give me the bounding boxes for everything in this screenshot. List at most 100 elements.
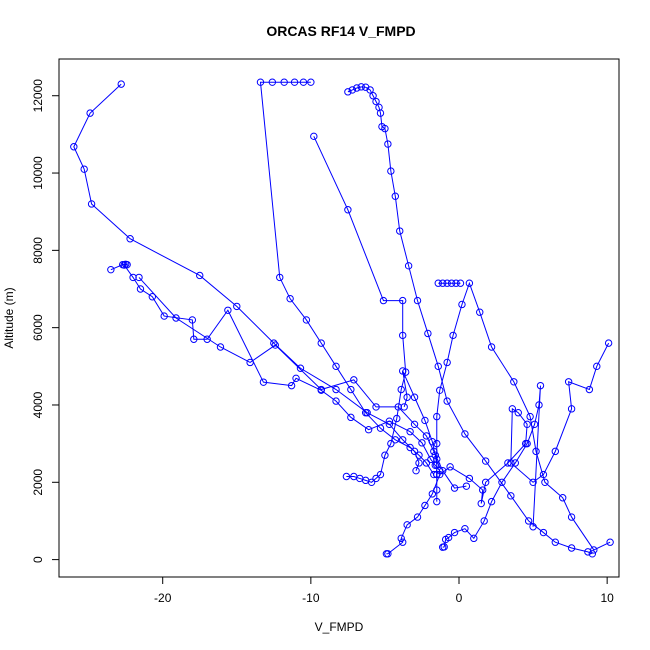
data-point xyxy=(443,397,451,405)
data-point xyxy=(403,521,411,529)
data-point xyxy=(410,420,419,429)
data-point xyxy=(433,412,441,421)
data-point xyxy=(332,362,340,371)
data-point xyxy=(410,447,419,456)
series-line xyxy=(138,277,467,489)
data-point xyxy=(415,459,423,467)
data-point xyxy=(387,439,395,448)
y-axis-label: Altitude (m) xyxy=(2,287,16,348)
data-point xyxy=(397,534,405,543)
data-point xyxy=(296,364,305,372)
x-axis-label: V_FMPD xyxy=(315,620,364,634)
series-line xyxy=(73,83,420,471)
data-point xyxy=(256,78,265,86)
data-point xyxy=(317,339,325,347)
data-point xyxy=(290,78,299,86)
y-tick-label: 0 xyxy=(31,556,45,563)
data-point xyxy=(268,78,277,86)
data-point xyxy=(399,296,407,305)
data-point xyxy=(135,273,143,282)
y-axis: 0 2000 4000 6000 8000 10000 12000 xyxy=(31,79,60,563)
data-point xyxy=(470,534,478,543)
data-point xyxy=(350,472,358,481)
data-point xyxy=(188,316,197,324)
y-tick-label: 10000 xyxy=(31,156,45,190)
data-point xyxy=(393,414,401,423)
data-point xyxy=(465,474,474,483)
data-point xyxy=(172,314,180,322)
data-point xyxy=(342,472,351,481)
x-tick-label: 10 xyxy=(600,591,614,605)
data-point xyxy=(224,306,232,314)
data-point xyxy=(446,463,454,471)
data-point xyxy=(369,92,377,100)
data-point xyxy=(332,397,340,405)
data-point xyxy=(310,132,318,141)
data-point xyxy=(450,528,459,537)
data-point xyxy=(403,393,411,401)
data-point xyxy=(406,427,414,436)
data-point xyxy=(606,538,614,546)
series-line xyxy=(347,86,593,555)
data-point xyxy=(384,140,392,148)
data-point xyxy=(529,478,537,486)
data-point xyxy=(465,279,474,287)
data-point xyxy=(424,329,432,338)
data-point xyxy=(430,470,438,479)
data-point xyxy=(452,279,460,287)
data-point xyxy=(436,386,444,394)
data-point xyxy=(593,362,601,371)
data-point xyxy=(584,548,592,556)
data-point xyxy=(148,293,157,301)
data-point xyxy=(196,271,204,280)
data-point xyxy=(332,385,340,394)
data-point xyxy=(443,279,451,287)
data-point xyxy=(363,409,371,417)
data-point xyxy=(461,524,469,533)
data-point xyxy=(551,447,559,456)
data-point xyxy=(477,499,485,508)
data-point xyxy=(458,300,466,309)
series-line xyxy=(402,281,611,551)
data-point xyxy=(461,430,469,438)
series-line xyxy=(442,385,541,548)
data-point xyxy=(585,385,594,394)
series-line xyxy=(386,342,610,555)
data-point xyxy=(511,459,519,467)
data-point xyxy=(344,206,352,214)
data-point xyxy=(216,343,225,351)
data-point xyxy=(353,84,361,92)
data-point xyxy=(507,492,515,500)
data-point xyxy=(564,378,573,386)
data-point xyxy=(372,403,380,411)
data-point xyxy=(567,544,576,552)
data-point xyxy=(450,484,459,492)
data-point xyxy=(401,368,410,376)
data-point xyxy=(523,420,531,429)
data-point xyxy=(259,378,268,386)
data-point xyxy=(396,227,404,235)
data-point xyxy=(87,200,96,208)
data-point xyxy=(399,538,407,546)
data-point xyxy=(476,308,484,316)
data-point xyxy=(433,497,441,506)
data-point xyxy=(276,273,284,282)
chart-title: ORCAS RF14 V_FMPD xyxy=(266,23,415,39)
data-point xyxy=(487,343,496,351)
data-point xyxy=(80,165,88,173)
data-point xyxy=(514,409,522,417)
data-point xyxy=(381,124,389,133)
data-point xyxy=(372,474,380,483)
data-point xyxy=(421,416,429,425)
data-point xyxy=(498,478,506,486)
data-point xyxy=(287,381,296,390)
data-point xyxy=(302,316,311,324)
data-point xyxy=(203,335,211,343)
data-point xyxy=(433,455,441,463)
data-point xyxy=(422,432,431,440)
data-point xyxy=(439,466,447,475)
data-point xyxy=(391,192,399,200)
data-point xyxy=(126,235,134,243)
y-tick-label: 12000 xyxy=(31,79,45,113)
